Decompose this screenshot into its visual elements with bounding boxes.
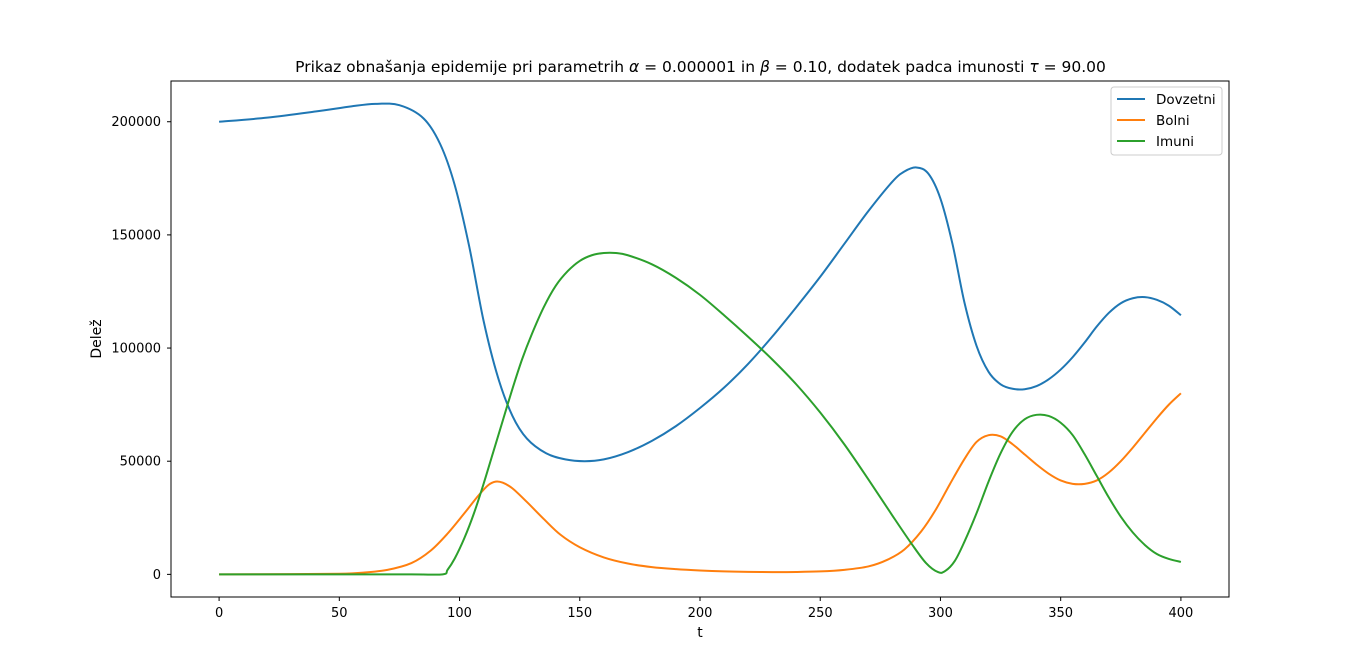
legend-label-dovzetni: Dovzetni xyxy=(1156,92,1216,108)
x-tick-label: 150 xyxy=(567,606,592,621)
legend: Dovzetni Bolni Imuni xyxy=(1110,86,1223,156)
x-tick-label: 400 xyxy=(1168,606,1193,621)
y-axis-label: Delež xyxy=(89,319,105,358)
x-tick-label: 100 xyxy=(447,606,472,621)
y-axis-ticks: 0 50000 100000 150000 200000 xyxy=(111,115,171,583)
title-tau-symbol: τ xyxy=(1029,58,1039,76)
series-line-bolni xyxy=(219,392,1182,576)
title-beta-symbol: β xyxy=(759,58,770,76)
title-text-1: Prikaz obnašanja epidemije pri parametri… xyxy=(295,58,629,76)
y-tick-label: 200000 xyxy=(111,115,161,130)
title-alpha-symbol: α xyxy=(629,58,639,76)
x-axis-ticks: 0 50 100 150 200 250 300 350 400 xyxy=(215,597,1193,621)
x-axis-label: t xyxy=(697,625,703,641)
x-tick-label: 200 xyxy=(688,606,713,621)
title-text-4: = 90.00 xyxy=(1039,58,1106,76)
plot-frame xyxy=(170,80,1230,598)
legend-label-imuni: Imuni xyxy=(1156,134,1194,150)
y-tick-label: 100000 xyxy=(111,342,161,357)
series-line-imuni xyxy=(219,251,1182,576)
y-tick-label: 150000 xyxy=(111,228,161,243)
legend-frame xyxy=(1110,86,1223,156)
x-tick-label: 350 xyxy=(1048,606,1073,621)
title-text-3: = 0.10, dodatek padca imunosti xyxy=(770,58,1029,76)
y-tick-label: 50000 xyxy=(120,455,161,470)
series-line-dovzetni xyxy=(219,102,1182,463)
chart-title: Prikaz obnašanja epidemije pri parametri… xyxy=(295,58,1106,76)
x-tick-label: 50 xyxy=(331,606,348,621)
x-tick-label: 250 xyxy=(808,606,833,621)
legend-label-bolni: Bolni xyxy=(1156,113,1190,129)
y-tick-label: 0 xyxy=(153,568,161,583)
x-tick-label: 300 xyxy=(928,606,953,621)
plot-lines xyxy=(219,102,1182,576)
title-text-2: = 0.000001 in xyxy=(639,58,760,76)
x-tick-label: 0 xyxy=(215,606,223,621)
